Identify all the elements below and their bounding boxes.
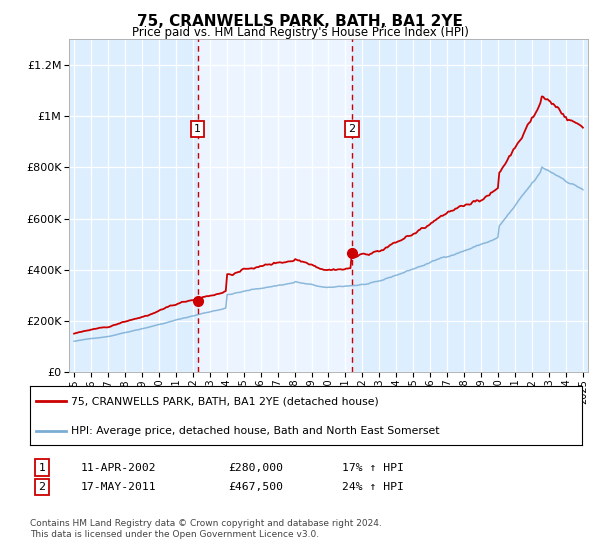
Text: HPI: Average price, detached house, Bath and North East Somerset: HPI: Average price, detached house, Bath… <box>71 426 440 436</box>
Text: Contains HM Land Registry data © Crown copyright and database right 2024.
This d: Contains HM Land Registry data © Crown c… <box>30 520 382 539</box>
Text: 2: 2 <box>38 482 46 492</box>
Text: 2: 2 <box>349 124 355 134</box>
Text: 75, CRANWELLS PARK, BATH, BA1 2YE (detached house): 75, CRANWELLS PARK, BATH, BA1 2YE (detac… <box>71 396 379 406</box>
Text: 1: 1 <box>38 463 46 473</box>
Text: £280,000: £280,000 <box>228 463 283 473</box>
Bar <box>197 39 352 372</box>
Text: 11-APR-2002: 11-APR-2002 <box>81 463 157 473</box>
Text: Price paid vs. HM Land Registry's House Price Index (HPI): Price paid vs. HM Land Registry's House … <box>131 26 469 39</box>
Text: 17% ↑ HPI: 17% ↑ HPI <box>342 463 404 473</box>
Text: 24% ↑ HPI: 24% ↑ HPI <box>342 482 404 492</box>
Text: 75, CRANWELLS PARK, BATH, BA1 2YE: 75, CRANWELLS PARK, BATH, BA1 2YE <box>137 14 463 29</box>
Text: £467,500: £467,500 <box>228 482 283 492</box>
Text: 1: 1 <box>194 124 201 134</box>
Text: 17-MAY-2011: 17-MAY-2011 <box>81 482 157 492</box>
